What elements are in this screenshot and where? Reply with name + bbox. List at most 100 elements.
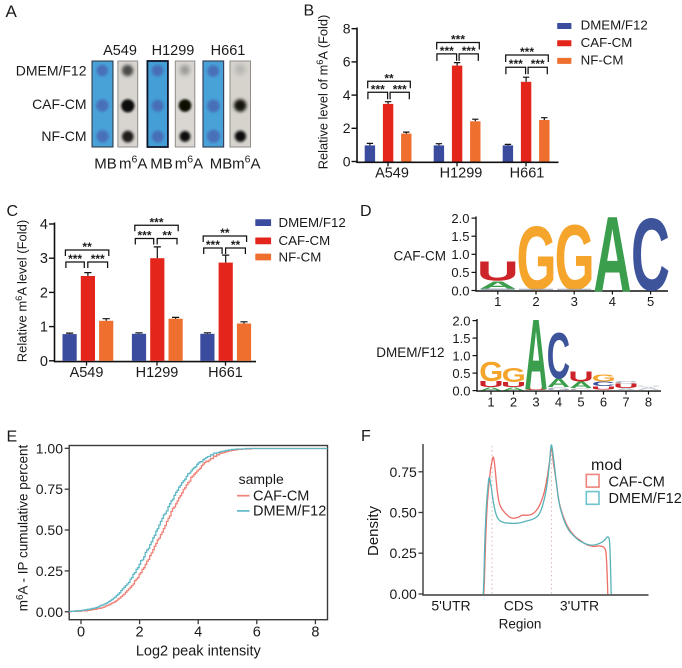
svg-text:C: C	[569, 388, 592, 391]
svg-text:NF-CM: NF-CM	[279, 249, 322, 264]
svg-text:H1299: H1299	[152, 43, 195, 59]
svg-text:***: ***	[520, 45, 534, 59]
svg-text:CAF-CM: CAF-CM	[32, 96, 86, 112]
svg-text:***: ***	[68, 252, 82, 266]
svg-text:D: D	[360, 203, 372, 220]
svg-text:3: 3	[571, 294, 578, 309]
svg-text:mod: mod	[591, 457, 622, 474]
svg-text:0.75: 0.75	[36, 481, 63, 497]
svg-text:sample: sample	[239, 471, 284, 487]
svg-text:C: C	[7, 203, 19, 220]
svg-text:MB: MB	[210, 156, 233, 173]
svg-text:DMEM/F12: DMEM/F12	[279, 215, 346, 230]
svg-text:4: 4	[555, 395, 562, 410]
svg-text:0: 0	[343, 153, 351, 169]
svg-text:U: U	[613, 382, 638, 389]
svg-text:C: C	[592, 381, 616, 388]
svg-text:**: **	[384, 71, 394, 85]
svg-text:***: ***	[531, 57, 545, 71]
svg-text:2.0: 2.0	[451, 211, 469, 226]
svg-text:DMEM/F12: DMEM/F12	[376, 345, 444, 360]
svg-text:**: **	[162, 229, 172, 243]
svg-text:3'UTR: 3'UTR	[560, 598, 599, 614]
svg-text:MB: MB	[150, 156, 173, 173]
svg-text:0.75: 0.75	[390, 464, 417, 480]
svg-text:3: 3	[532, 395, 539, 410]
svg-text:MB: MB	[94, 156, 117, 173]
svg-text:G: G	[516, 207, 556, 309]
svg-text:A: A	[525, 299, 548, 411]
svg-text:DMEM/F12: DMEM/F12	[253, 504, 326, 520]
svg-text:DMEM/F12: DMEM/F12	[581, 18, 648, 33]
svg-text:C: C	[631, 199, 670, 313]
svg-text:H1299: H1299	[440, 165, 483, 181]
svg-text:A: A	[502, 386, 525, 391]
svg-text:4: 4	[343, 87, 351, 103]
svg-text:DMEM/F12: DMEM/F12	[16, 62, 87, 78]
svg-text:CAF-CM: CAF-CM	[581, 35, 633, 50]
svg-text:1.00: 1.00	[36, 440, 63, 456]
svg-text:m6A - IP cumulative percent: m6A - IP cumulative percent	[15, 444, 31, 611]
svg-text:8: 8	[311, 625, 319, 641]
svg-text:H661: H661	[208, 365, 243, 381]
svg-text:0.50: 0.50	[390, 505, 417, 521]
svg-text:Relative m6A level (Fold): Relative m6A level (Fold)	[13, 220, 30, 363]
svg-text:***: ***	[206, 238, 220, 252]
svg-text:U: U	[523, 387, 548, 391]
svg-text:1.0: 1.0	[451, 247, 469, 262]
svg-text:U: U	[636, 385, 661, 387]
svg-text:***: ***	[440, 44, 454, 58]
svg-text:CAF-CM: CAF-CM	[279, 233, 331, 248]
svg-text:A549: A549	[103, 43, 137, 59]
svg-text:Log2 peak intensity: Log2 peak intensity	[136, 644, 262, 660]
svg-text:0.0: 0.0	[451, 283, 469, 298]
svg-text:Region: Region	[499, 617, 542, 632]
svg-text:2: 2	[510, 395, 517, 410]
svg-text:2: 2	[40, 285, 48, 301]
svg-text:Relative level of m6A (Fold): Relative level of m6A (Fold)	[315, 15, 331, 170]
svg-text:2: 2	[343, 120, 351, 136]
svg-text:m6A: m6A	[232, 154, 260, 173]
svg-text:NF-CM: NF-CM	[581, 53, 624, 68]
svg-text:0.00: 0.00	[36, 604, 63, 620]
svg-text:A: A	[615, 388, 638, 391]
svg-text:1.5: 1.5	[452, 331, 470, 346]
svg-text:Density: Density	[365, 505, 382, 556]
svg-text:***: ***	[149, 215, 163, 229]
svg-text:***: ***	[91, 252, 105, 266]
svg-text:2: 2	[136, 625, 144, 641]
svg-text:4: 4	[609, 294, 616, 309]
svg-text:A: A	[6, 2, 18, 21]
svg-text:H661: H661	[510, 165, 545, 181]
svg-text:0.0: 0.0	[452, 383, 470, 398]
svg-text:B: B	[304, 3, 315, 20]
svg-text:U: U	[501, 381, 526, 389]
svg-text:**: **	[220, 226, 230, 240]
svg-text:A549: A549	[375, 165, 409, 181]
svg-text:***: ***	[451, 33, 465, 47]
svg-text:**: **	[231, 238, 241, 252]
svg-text:4: 4	[40, 217, 48, 233]
svg-text:6: 6	[343, 54, 351, 70]
svg-text:C: C	[547, 320, 570, 394]
svg-text:1.5: 1.5	[451, 229, 469, 244]
svg-text:7: 7	[622, 395, 629, 410]
svg-text:A549: A549	[70, 365, 104, 381]
svg-text:F: F	[361, 428, 371, 445]
svg-text:A: A	[480, 386, 503, 391]
svg-text:***: ***	[393, 82, 407, 96]
svg-text:1: 1	[487, 395, 494, 410]
svg-text:CAF-CM: CAF-CM	[253, 489, 309, 505]
svg-text:G: G	[592, 372, 616, 384]
svg-text:6: 6	[600, 395, 607, 410]
svg-text:2.0: 2.0	[452, 313, 470, 328]
svg-text:G: G	[555, 205, 595, 309]
svg-text:CAF-CM: CAF-CM	[609, 475, 665, 491]
svg-text:U: U	[591, 386, 616, 391]
svg-text:H1299: H1299	[136, 365, 179, 381]
svg-text:***: ***	[462, 44, 476, 58]
svg-text:G: G	[547, 386, 571, 391]
svg-text:5'UTR: 5'UTR	[431, 598, 470, 614]
svg-text:8: 8	[645, 395, 652, 410]
svg-text:4: 4	[194, 625, 202, 641]
